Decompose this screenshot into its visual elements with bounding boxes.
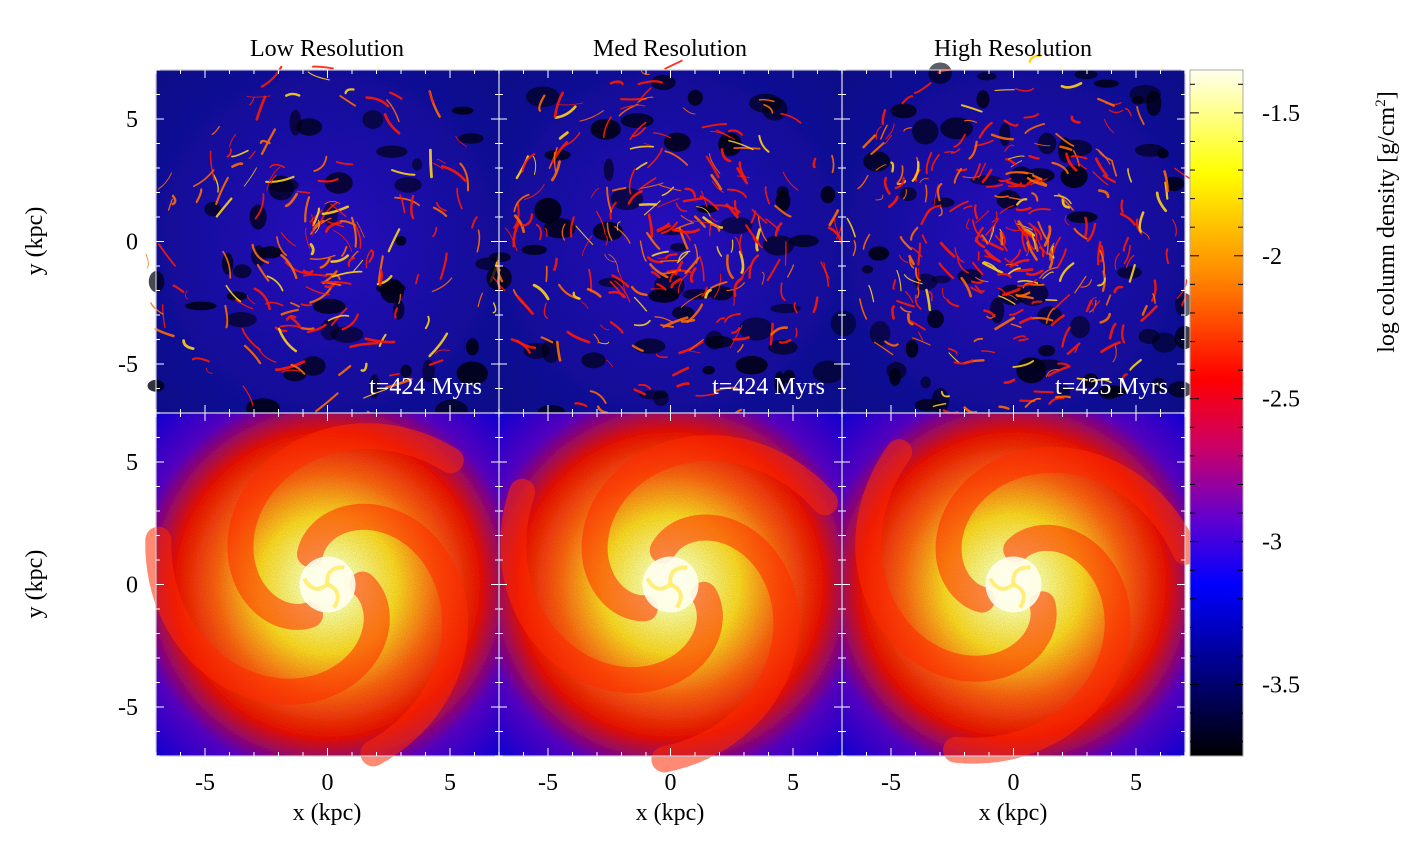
y-tick-label: -5 bbox=[118, 695, 138, 721]
gas-density-map bbox=[486, 59, 857, 422]
colorbar-ticks: -1.5 -2 -2.5 -3 -3.5 bbox=[1190, 83, 1300, 743]
y-axis-label: y (kpc) bbox=[22, 207, 48, 276]
y-tick-label: 0 bbox=[126, 230, 138, 256]
time-label: t=424 Myrs bbox=[712, 374, 825, 400]
colorbar-tick-label: -3 bbox=[1262, 530, 1282, 556]
x-tick-label: -5 bbox=[195, 770, 215, 796]
x-tick-label: 5 bbox=[444, 770, 456, 796]
stellar-density-map bbox=[499, 413, 842, 773]
x-axis-label: x (kpc) bbox=[293, 800, 362, 826]
x-tick-label: -5 bbox=[881, 770, 901, 796]
axes-layer: 5 0 -5 5 0 -5 -5 0 5 -5 0 5 -5 0 5 bbox=[118, 69, 1186, 796]
gas-density-map bbox=[830, 54, 1201, 424]
x-tick-label: 0 bbox=[322, 770, 334, 796]
colorbar-label: log column density [g/cm2] bbox=[1373, 91, 1400, 352]
time-label: t=424 Myrs bbox=[369, 374, 482, 400]
column-title: Low Resolution bbox=[250, 36, 404, 62]
x-tick-label: 0 bbox=[665, 770, 677, 796]
colorbar-tick-label: -1.5 bbox=[1262, 101, 1300, 127]
time-label: t=425 Myrs bbox=[1055, 374, 1168, 400]
x-axis-label: x (kpc) bbox=[636, 800, 705, 826]
x-tick-label: 0 bbox=[1008, 770, 1020, 796]
column-title: High Resolution bbox=[934, 36, 1092, 62]
y-tick-label: 0 bbox=[126, 573, 138, 599]
heatmap-panels bbox=[145, 54, 1201, 773]
x-axis-label: x (kpc) bbox=[979, 800, 1048, 826]
y-tick-label: -5 bbox=[118, 352, 138, 378]
y-axis-label: y (kpc) bbox=[22, 550, 48, 619]
y-tick-label: 5 bbox=[126, 450, 138, 476]
x-tick-label: -5 bbox=[538, 770, 558, 796]
colorbar-tick-label: -3.5 bbox=[1262, 673, 1300, 699]
stellar-density-map bbox=[842, 413, 1199, 764]
colorbar-tick-label: -2.5 bbox=[1262, 387, 1300, 413]
gas-density-map bbox=[145, 65, 506, 428]
x-tick-label: 5 bbox=[1130, 770, 1142, 796]
colorbar-tick-label: -2 bbox=[1262, 244, 1282, 270]
x-tick-label: 5 bbox=[787, 770, 799, 796]
y-tick-label: 5 bbox=[126, 107, 138, 133]
stellar-density-map bbox=[145, 413, 499, 767]
column-title: Med Resolution bbox=[593, 36, 747, 62]
colorbar bbox=[1189, 69, 1244, 757]
